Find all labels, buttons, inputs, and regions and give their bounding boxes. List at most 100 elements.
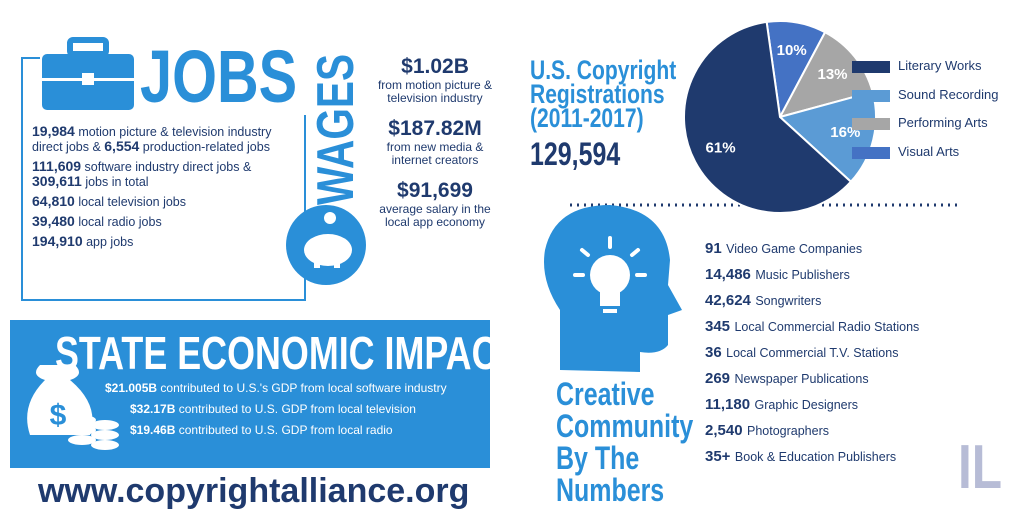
creative-number: 36: [705, 344, 722, 361]
creative-text: Newspaper Publications: [734, 372, 869, 386]
job-number: 39,480: [32, 213, 75, 229]
wage-text: average salary in the local app economy: [379, 202, 491, 229]
copyright-total: 129,594: [530, 136, 621, 172]
legend-item: Literary Works: [852, 58, 998, 87]
legend-item: Performing Arts: [852, 115, 998, 144]
legend-swatch: [852, 89, 890, 102]
wage-item: $91,699 average salary in the local app e…: [372, 179, 498, 229]
job-number: 6,554: [104, 138, 140, 154]
pie-label: 61%: [706, 139, 736, 156]
impact-text: contributed to U.S. GDP from local radio: [178, 423, 393, 437]
job-text: software industry direct jobs &: [84, 160, 252, 174]
impact-item: $32.17B contributed to U.S. GDP from loc…: [130, 403, 475, 416]
legend-swatch: [852, 61, 890, 73]
job-number: 64,810: [32, 193, 75, 209]
copyright-title: U.S. Copyright Registrations (2011-2017): [530, 55, 677, 133]
website: www.copyrightalliance.org: [38, 472, 470, 510]
briefcase-icon: [42, 37, 134, 110]
creative-text: Video Game Companies: [726, 242, 863, 256]
impact-title: STATE ECONOMIC IMPACT: [55, 327, 520, 379]
job-number: 194,910: [32, 233, 83, 249]
svg-text:$: $: [50, 399, 67, 432]
jobs-list: 19,984 motion picture & television indus…: [32, 124, 287, 254]
legend-label: Performing Arts: [898, 115, 988, 130]
creative-number: 91: [705, 240, 722, 257]
job-text: local radio jobs: [78, 215, 162, 229]
creative-text: Local Commercial T.V. Stations: [726, 346, 899, 360]
creative-item: 36 Local Commercial T.V. Stations: [705, 344, 919, 370]
creative-item: 269 Newspaper Publications: [705, 370, 919, 396]
legend-swatch: [852, 146, 890, 159]
wage-item: $1.02B from motion picture & television i…: [372, 55, 498, 105]
wage-item: $187.82M from new media & internet creato…: [372, 117, 498, 167]
piggy-icon: [286, 205, 366, 285]
impact-item: $21.005B contributed to U.S.'s GDP from …: [105, 382, 475, 395]
job-text: jobs in total: [85, 175, 149, 189]
jobs-item: 64,810 local television jobs: [32, 194, 287, 209]
impact-item: $19.46B contributed to U.S. GDP from loc…: [130, 424, 475, 437]
creative-number: 11,180: [705, 396, 751, 413]
impact-amount: $19.46B: [130, 423, 176, 437]
jobs-item: 194,910 app jobs: [32, 234, 287, 249]
creative-list: 91 Video Game Companies 14,486 Music Pub…: [705, 240, 919, 474]
wages-title: WAGES: [307, 54, 365, 206]
creative-text: Music Publishers: [755, 268, 850, 282]
creative-text: Book & Education Publishers: [734, 450, 897, 464]
legend-item: Visual Arts: [852, 144, 998, 173]
job-text: motion picture & television industry dir…: [32, 125, 272, 154]
wage-text: from motion picture & television industr…: [377, 78, 493, 105]
creative-number: 42,624: [705, 292, 751, 309]
job-text: production-related jobs: [142, 140, 270, 154]
creative-number: 345: [705, 318, 731, 335]
impact-text: contributed to U.S. GDP from local telev…: [178, 402, 416, 416]
impact-text: contributed to U.S.'s GDP from local sof…: [160, 381, 447, 395]
money-icon: $: [27, 365, 119, 450]
creative-number: 14,486: [705, 266, 751, 283]
creative-number: 2,540: [705, 422, 743, 439]
creative-item: 14,486 Music Publishers: [705, 266, 919, 292]
pie-slice: [778, 30, 874, 119]
legend-label: Literary Works: [898, 58, 982, 73]
jobs-item: 39,480 local radio jobs: [32, 214, 287, 229]
impact-amount: $21.005B: [105, 381, 158, 395]
legend-item: Sound Recording: [852, 87, 998, 116]
jobs-title: JOBS: [140, 35, 298, 118]
pie: 10%13%16%61%: [683, 20, 877, 214]
creative-text: Photographers: [747, 424, 830, 438]
legend-label: Sound Recording: [898, 86, 999, 102]
creative-text: Graphic Designers: [754, 398, 859, 412]
pie-label: 10%: [777, 42, 807, 59]
job-text: app jobs: [86, 235, 134, 249]
job-number: 19,984: [32, 123, 75, 139]
legend-label: Visual Arts: [898, 143, 960, 159]
creative-item: 91 Video Game Companies: [705, 240, 919, 266]
creative-item: 11,180 Graphic Designers: [705, 396, 919, 422]
creative-text: Songwriters: [755, 294, 822, 308]
pie-slice: [683, 20, 853, 214]
creative-text: Local Commercial Radio Stations: [734, 320, 920, 334]
pie-label: 13%: [818, 66, 848, 83]
creative-item: 42,624 Songwriters: [705, 292, 919, 318]
wage-amount: $1.02B: [401, 55, 469, 78]
job-text: local television jobs: [78, 195, 187, 209]
impact-list: $21.005B contributed to U.S.'s GDP from …: [105, 382, 475, 445]
impact-amount: $32.17B: [130, 402, 176, 416]
legend: Literary Works Sound Recording Performing …: [852, 58, 998, 172]
legend-swatch: [852, 118, 890, 130]
creative-item: 2,540 Photographers: [705, 422, 919, 448]
wages-list: $1.02B from motion picture & television i…: [372, 55, 498, 241]
wage-text: from new media & internet creators: [386, 140, 484, 167]
jobs-item: 111,609 software industry direct jobs & …: [32, 159, 287, 189]
creative-item: 35+ Book & Education Publishers: [705, 448, 919, 474]
wage-amount: $91,699: [397, 179, 473, 202]
creative-title: Creative Community By The Numbers: [556, 376, 694, 508]
jobs-item: 19,984 motion picture & television indus…: [32, 124, 287, 154]
creative-number: 35+: [705, 448, 731, 465]
job-number: 309,611: [32, 173, 82, 189]
wage-amount: $187.82M: [388, 117, 482, 140]
creative-number: 269: [705, 370, 731, 387]
creative-item: 345 Local Commercial Radio Stations: [705, 318, 919, 344]
job-number: 111,609: [32, 158, 82, 174]
